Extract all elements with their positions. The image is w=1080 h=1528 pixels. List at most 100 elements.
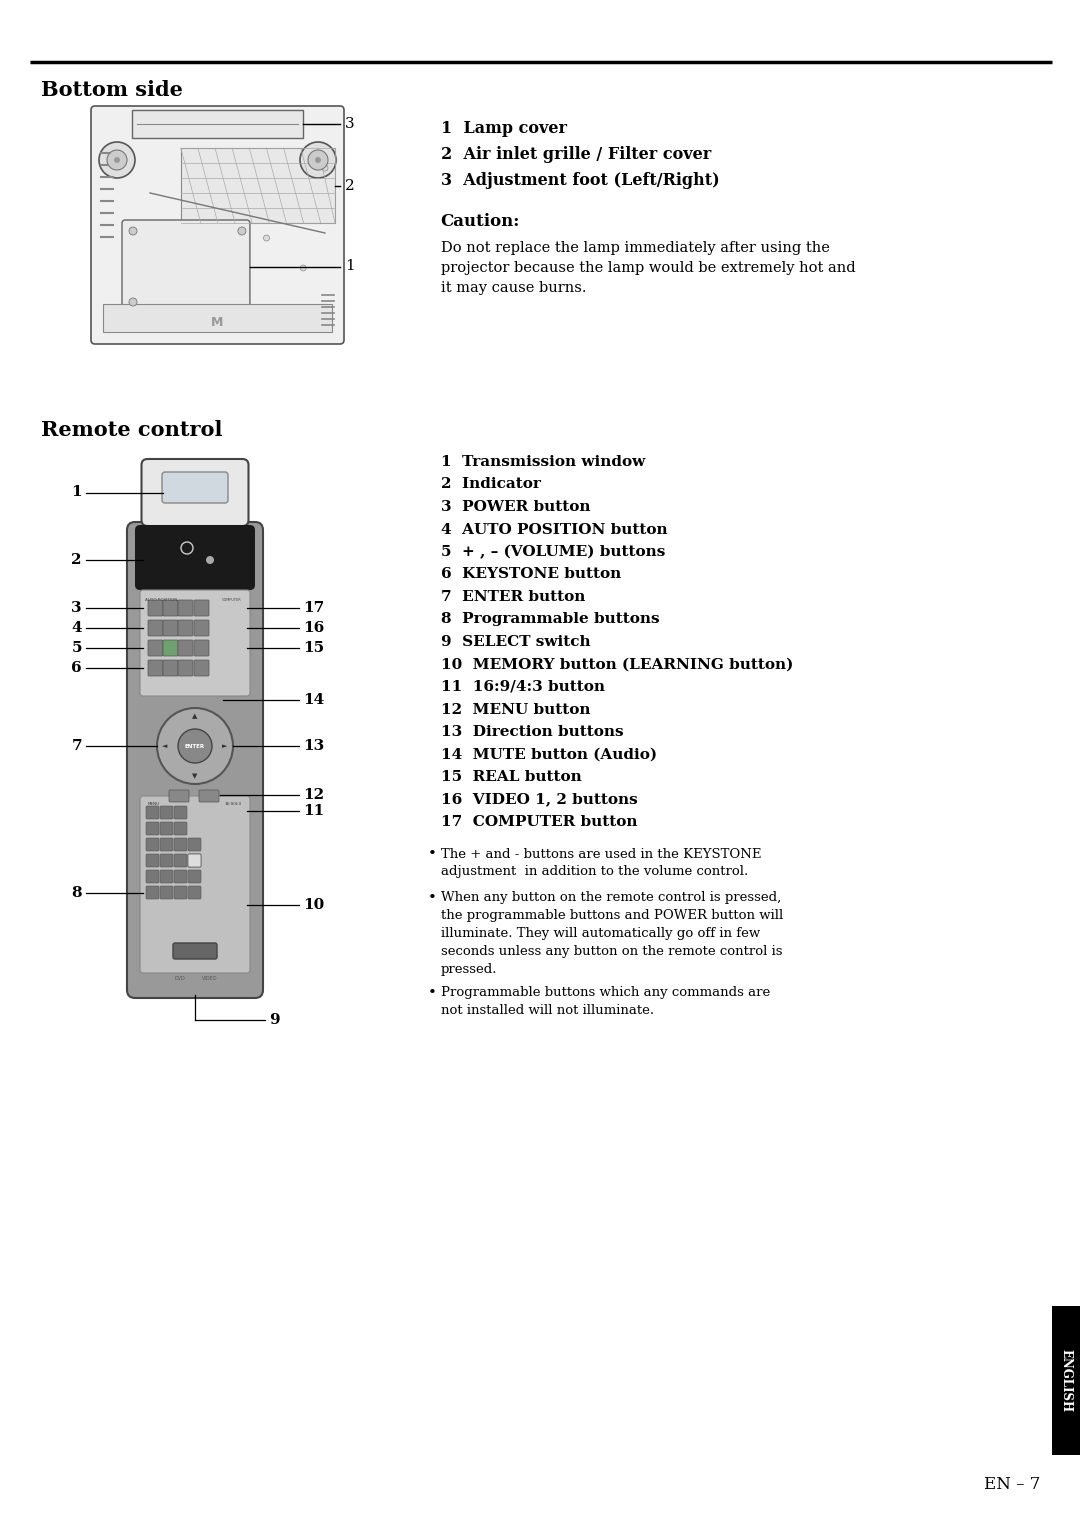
Text: 15  REAL button: 15 REAL button [441, 770, 581, 784]
FancyBboxPatch shape [163, 660, 178, 675]
FancyBboxPatch shape [135, 526, 255, 590]
FancyBboxPatch shape [174, 837, 187, 851]
FancyBboxPatch shape [160, 837, 173, 851]
Text: •: • [428, 848, 436, 862]
Text: •: • [428, 986, 436, 999]
Text: 1: 1 [345, 260, 354, 274]
Text: 6  KEYSTONE button: 6 KEYSTONE button [441, 567, 621, 582]
FancyBboxPatch shape [148, 640, 163, 656]
Text: 5: 5 [71, 642, 82, 656]
Circle shape [300, 142, 336, 177]
FancyBboxPatch shape [163, 620, 178, 636]
Text: 4: 4 [71, 620, 82, 636]
Text: 12: 12 [303, 788, 324, 802]
Text: ◄: ◄ [162, 743, 167, 749]
Circle shape [300, 264, 307, 270]
FancyBboxPatch shape [140, 590, 249, 695]
FancyBboxPatch shape [162, 472, 228, 503]
Bar [132, 110, 303, 138]
FancyBboxPatch shape [174, 805, 187, 819]
Circle shape [178, 729, 212, 762]
FancyBboxPatch shape [174, 854, 187, 866]
FancyBboxPatch shape [188, 886, 201, 898]
Text: DVD: DVD [175, 975, 186, 981]
FancyBboxPatch shape [188, 854, 201, 866]
Text: 14: 14 [303, 694, 324, 707]
FancyBboxPatch shape [173, 943, 217, 960]
FancyBboxPatch shape [194, 620, 210, 636]
FancyBboxPatch shape [146, 854, 159, 866]
Text: 4  AUTO POSITION button: 4 AUTO POSITION button [441, 523, 667, 536]
FancyBboxPatch shape [127, 523, 264, 998]
FancyBboxPatch shape [146, 869, 159, 883]
Text: M: M [212, 315, 224, 329]
FancyBboxPatch shape [188, 869, 201, 883]
FancyBboxPatch shape [174, 869, 187, 883]
Text: 2  Indicator: 2 Indicator [441, 477, 540, 492]
Text: 13  Direction buttons: 13 Direction buttons [441, 724, 623, 740]
Circle shape [107, 150, 127, 170]
Text: ▼: ▼ [192, 773, 198, 779]
Circle shape [308, 150, 328, 170]
Text: 17: 17 [303, 601, 324, 614]
FancyBboxPatch shape [194, 640, 210, 656]
FancyBboxPatch shape [146, 805, 159, 819]
Text: Bottom side: Bottom side [41, 79, 183, 99]
Text: ►: ► [222, 743, 228, 749]
Text: 9: 9 [269, 1013, 280, 1027]
Text: 3  Adjustment foot (Left/Right): 3 Adjustment foot (Left/Right) [441, 173, 719, 189]
Text: 5  + , – (VOLUME) buttons: 5 + , – (VOLUME) buttons [441, 545, 665, 559]
Circle shape [129, 298, 137, 306]
Circle shape [99, 142, 135, 177]
Text: 10  MEMORY button (LEARNING button): 10 MEMORY button (LEARNING button) [441, 657, 793, 671]
Text: When any button on the remote control is pressed,
the programmable buttons and P: When any button on the remote control is… [441, 891, 783, 975]
FancyBboxPatch shape [163, 640, 178, 656]
Text: 7  ENTER button: 7 ENTER button [441, 590, 585, 604]
Text: MENU: MENU [148, 802, 160, 805]
Text: AUTO POSITION: AUTO POSITION [145, 597, 177, 602]
FancyBboxPatch shape [160, 869, 173, 883]
Text: •: • [428, 891, 436, 905]
Text: 16  VIDEO 1, 2 buttons: 16 VIDEO 1, 2 buttons [441, 793, 637, 807]
FancyBboxPatch shape [188, 837, 201, 851]
Text: 2  Air inlet grille / Filter cover: 2 Air inlet grille / Filter cover [441, 147, 711, 163]
Text: 16: 16 [303, 620, 324, 636]
Text: 11: 11 [303, 804, 324, 817]
Bar [1052, 1306, 1080, 1455]
Text: COMPUTER: COMPUTER [221, 597, 241, 602]
Circle shape [238, 228, 246, 235]
FancyBboxPatch shape [146, 822, 159, 834]
Text: ENGLISH: ENGLISH [1059, 1349, 1072, 1412]
FancyBboxPatch shape [140, 796, 249, 973]
Text: 12  MENU button: 12 MENU button [441, 703, 590, 717]
Text: 2: 2 [345, 179, 354, 193]
Circle shape [129, 228, 137, 235]
FancyBboxPatch shape [146, 886, 159, 898]
FancyBboxPatch shape [148, 601, 163, 616]
Text: 1  Transmission window: 1 Transmission window [441, 455, 645, 469]
FancyBboxPatch shape [146, 837, 159, 851]
FancyBboxPatch shape [174, 886, 187, 898]
Text: ▲: ▲ [192, 714, 198, 720]
FancyBboxPatch shape [178, 660, 193, 675]
Text: 8: 8 [71, 886, 82, 900]
Text: 10: 10 [303, 898, 324, 912]
FancyBboxPatch shape [194, 660, 210, 675]
Text: 7: 7 [71, 740, 82, 753]
Circle shape [315, 157, 321, 163]
FancyBboxPatch shape [91, 105, 345, 344]
FancyBboxPatch shape [174, 822, 187, 834]
Text: 1: 1 [71, 486, 82, 500]
FancyBboxPatch shape [163, 601, 178, 616]
FancyBboxPatch shape [148, 620, 163, 636]
Text: VIDEO: VIDEO [202, 975, 218, 981]
Circle shape [157, 707, 233, 784]
FancyBboxPatch shape [188, 854, 201, 866]
FancyBboxPatch shape [160, 886, 173, 898]
Text: Caution:: Caution: [441, 212, 519, 231]
Circle shape [322, 165, 328, 171]
Text: 16:9/4:3: 16:9/4:3 [225, 802, 242, 805]
Text: The + and - buttons are used in the KEYSTONE
adjustment  in addition to the volu: The + and - buttons are used in the KEYS… [441, 848, 761, 879]
FancyBboxPatch shape [122, 220, 249, 313]
FancyBboxPatch shape [178, 640, 193, 656]
